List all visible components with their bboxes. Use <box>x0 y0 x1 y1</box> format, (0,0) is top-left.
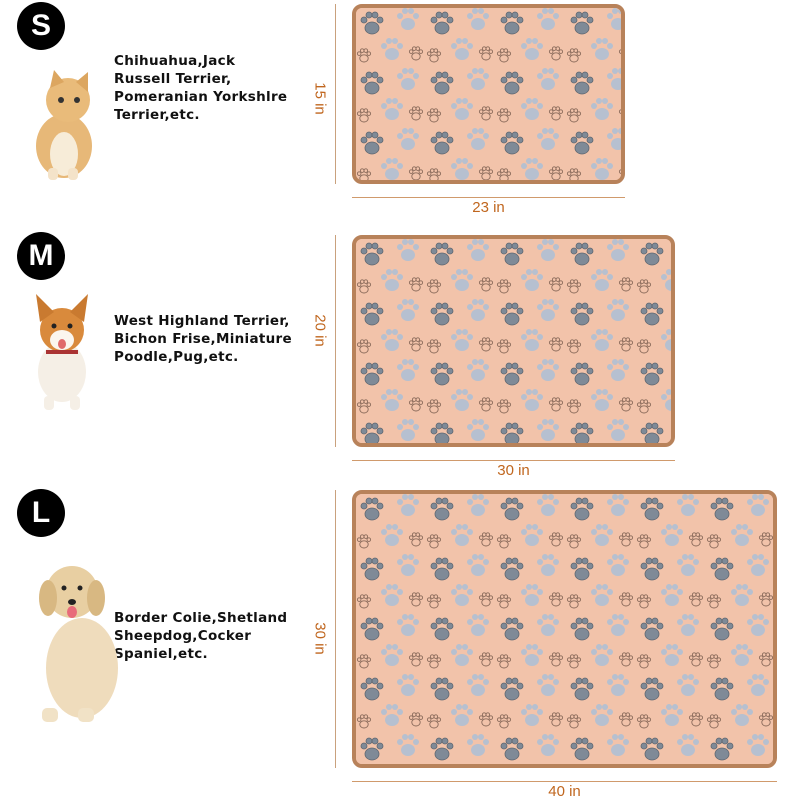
cat-image <box>36 70 92 180</box>
height-dimension-line <box>335 235 336 447</box>
height-dimension-line <box>335 4 336 184</box>
width-dimension-line <box>352 460 675 461</box>
width-dimension-line <box>352 781 777 782</box>
breed-line: Poodle,Pug,etc. <box>114 349 239 365</box>
corgi-image <box>36 294 88 410</box>
size-badge-m: M <box>17 232 65 280</box>
height-label-s: 15 in <box>311 82 329 115</box>
mat-medium <box>352 235 675 447</box>
size-badge-l: L <box>17 489 65 537</box>
breed-line: Sheepdog,Cocker <box>114 628 252 644</box>
mat-large <box>352 490 777 768</box>
height-dimension-line <box>335 490 336 768</box>
width-label-l: 40 in <box>548 783 581 800</box>
breed-line: Chihuahua,Jack <box>114 53 236 69</box>
width-dimension-line <box>352 197 625 198</box>
breed-line: Border Colie,Shetland <box>114 610 288 626</box>
width-label-s: 23 in <box>472 199 505 216</box>
mat-small <box>352 4 625 184</box>
breed-line: Terrier,etc. <box>114 107 200 123</box>
breeds-s: Chihuahua,Jack Russell Terrier, Pomerani… <box>114 52 294 124</box>
breeds-l: Border Colie,Shetland Sheepdog,Cocker Sp… <box>114 609 294 663</box>
breeds-m: West Highland Terrier, Bichon Frise,Mini… <box>114 312 294 366</box>
breed-line: Pomeranian Yorkshlre <box>114 89 288 105</box>
height-label-l: 30 in <box>311 622 329 655</box>
breed-line: West Highland Terrier, <box>114 313 290 329</box>
size-badge-s: S <box>17 2 65 50</box>
breed-line: Russell Terrier, <box>114 71 232 87</box>
width-label-m: 30 in <box>497 462 530 479</box>
breed-line: Bichon Frise,Miniature <box>114 331 292 347</box>
golden-retriever-image <box>39 566 118 722</box>
height-label-m: 20 in <box>311 314 329 347</box>
breed-line: Spaniel,etc. <box>114 646 208 662</box>
